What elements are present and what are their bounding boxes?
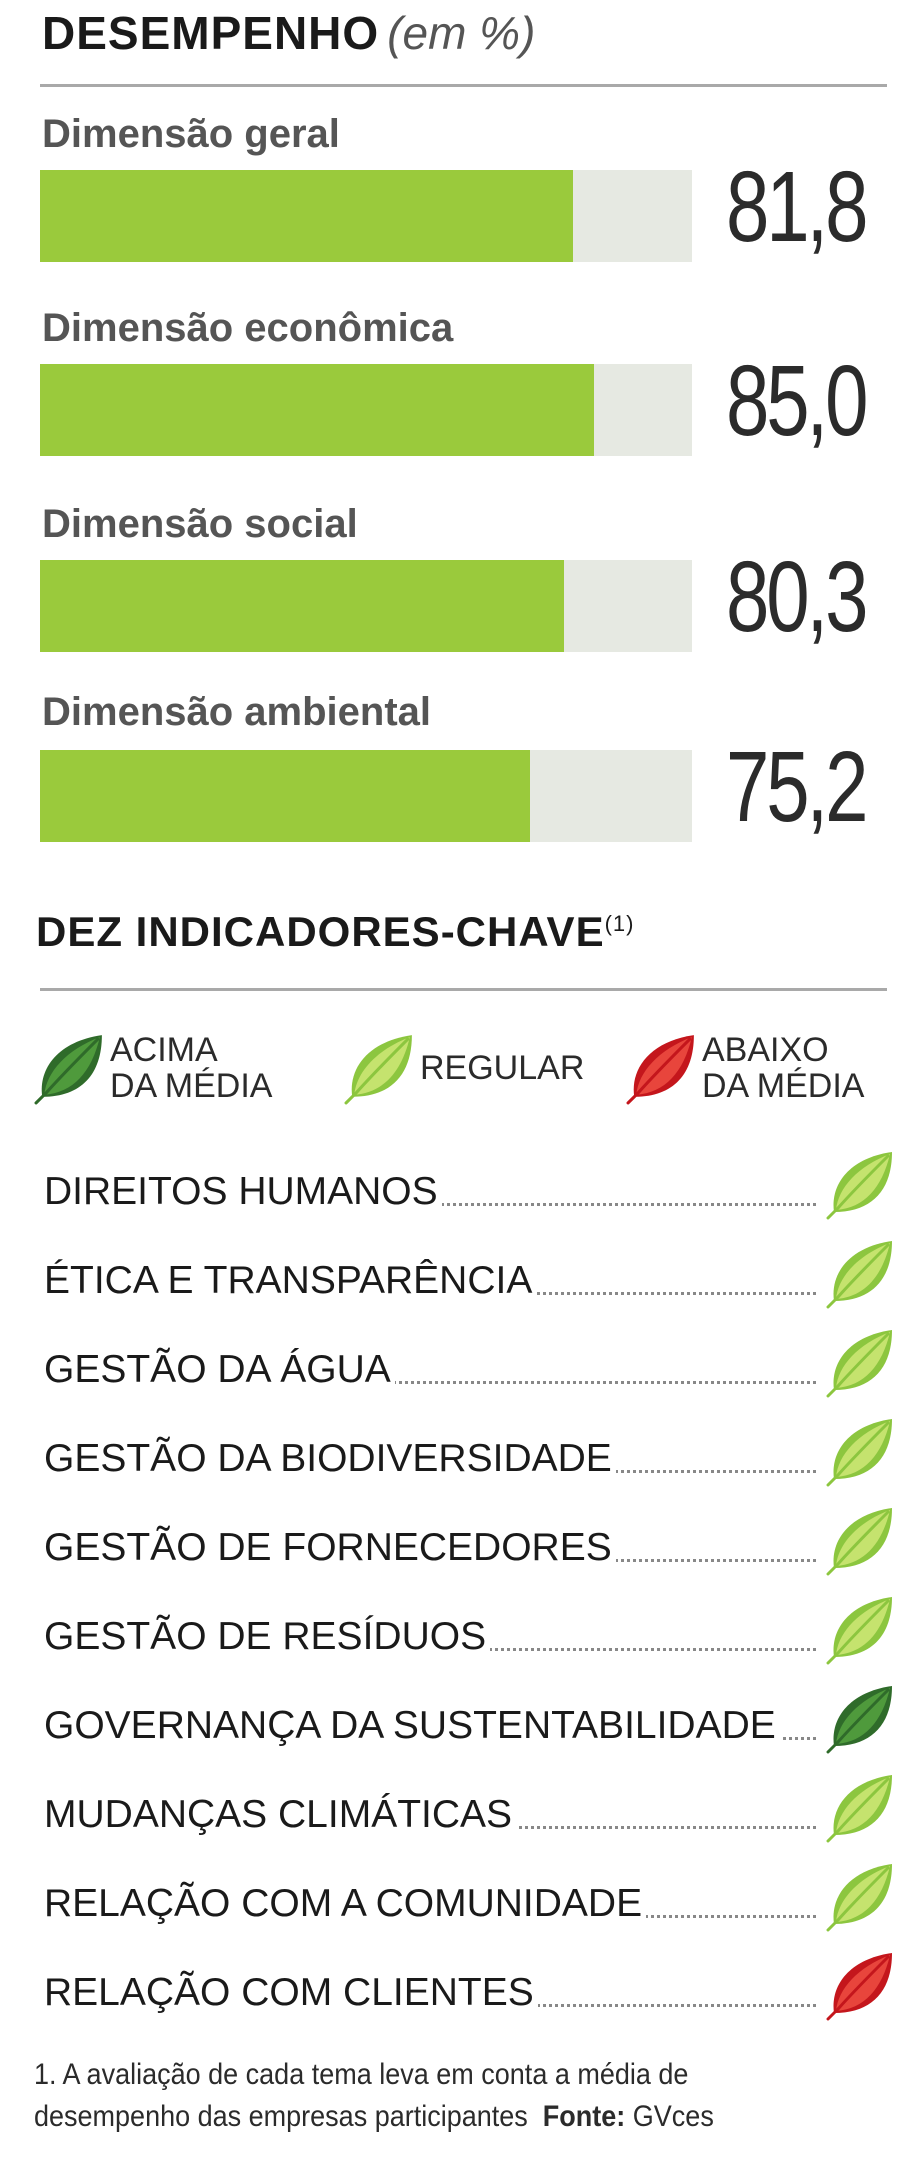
bar-label: Dimensão econômica: [42, 306, 454, 350]
bar-track: [40, 750, 692, 842]
dotted-leader: [44, 1381, 816, 1384]
indicator-row: GESTÃO DA BIODIVERSIDADE: [44, 1415, 896, 1495]
legend-label-line: ABAIXO: [702, 1031, 829, 1069]
bar-track: [40, 170, 692, 262]
indicator-row: ÉTICA E TRANSPARÊNCIA: [44, 1237, 896, 1317]
bar-label: Dimensão ambiental: [42, 690, 432, 734]
indicator-row: MUDANÇAS CLIMÁTICAS: [44, 1771, 896, 1851]
indicator-label: RELAÇÃO COM CLIENTES: [44, 1971, 538, 2015]
indicator-row: GOVERNANÇA DA SUSTENTABILIDADE: [44, 1682, 896, 1762]
indicator-label: GESTÃO DA BIODIVERSIDADE: [44, 1437, 616, 1481]
indicator-label: GESTÃO DE FORNECEDORES: [44, 1526, 616, 1570]
light-green-leaf-icon: [826, 1508, 892, 1576]
light-green-leaf-icon: [826, 1597, 892, 1665]
source-name: GVces: [632, 2100, 714, 2133]
bar-label: Dimensão social: [42, 502, 358, 546]
indicators-divider: [40, 988, 887, 991]
chart-subtitle: (em %): [387, 7, 536, 59]
indicator-label: GESTÃO DA ÁGUA: [44, 1348, 395, 1392]
indicator-label: GESTÃO DE RESÍDUOS: [44, 1615, 491, 1659]
light-green-leaf-icon: [826, 1330, 892, 1398]
indicators-title: DEZ INDICADORES-CHAVE(1): [36, 908, 634, 956]
bar-track: [40, 364, 692, 456]
legend-item-acima: ACIMA DA MÉDIA: [34, 1030, 272, 1106]
bar: [40, 750, 531, 842]
indicator-label: ÉTICA E TRANSPARÊNCIA: [44, 1259, 537, 1303]
indicator-row: RELAÇÃO COM CLIENTES: [44, 1949, 896, 2029]
indicator-row: DIREITOS HUMANOS: [44, 1148, 896, 1228]
red-leaf-icon: [626, 1035, 694, 1105]
bar: [40, 170, 574, 262]
legend-label: REGULAR: [420, 1050, 584, 1086]
red-leaf-icon: [826, 1953, 892, 2021]
indicator-label: GOVERNANÇA DA SUSTENTABILIDADE: [44, 1704, 780, 1748]
chart-title-text: DESEMPENHO: [42, 7, 380, 59]
legend-label: ABAIXO DA MÉDIA: [702, 1032, 864, 1104]
indicator-label: DIREITOS HUMANOS: [44, 1170, 442, 1214]
light-green-leaf-icon: [826, 1419, 892, 1487]
chart-title: DESEMPENHO (em %): [42, 6, 535, 60]
legend-item-abaixo: ABAIXO DA MÉDIA: [626, 1030, 864, 1106]
bar: [40, 560, 564, 652]
indicator-row: GESTÃO DE FORNECEDORES: [44, 1504, 896, 1584]
light-green-leaf-icon: [826, 1864, 892, 1932]
title-divider: [40, 84, 887, 87]
indicator-row: GESTÃO DA ÁGUA: [44, 1326, 896, 1406]
indicator-row: RELAÇÃO COM A COMUNIDADE: [44, 1860, 896, 1940]
indicators-title-text: DEZ INDICADORES-CHAVE: [36, 908, 605, 955]
light-green-leaf-icon: [826, 1241, 892, 1309]
footnote: 1. A avaliação de cada tema leva em cont…: [34, 2054, 714, 2138]
legend-item-regular: REGULAR: [344, 1030, 584, 1106]
legend-label-line: DA MÉDIA: [702, 1067, 865, 1105]
indicator-label: MUDANÇAS CLIMÁTICAS: [44, 1793, 517, 1837]
dark-green-leaf-icon: [34, 1035, 102, 1105]
source-label: Fonte:: [542, 2100, 626, 2133]
bar-value-label: 85,0: [726, 345, 868, 457]
legend-label: ACIMA DA MÉDIA: [110, 1032, 272, 1104]
bar: [40, 364, 595, 456]
bar-value-label: 81,8: [726, 151, 868, 263]
bar-label: Dimensão geral: [42, 112, 340, 156]
legend-label-line: ACIMA: [110, 1031, 218, 1069]
indicator-label: RELAÇÃO COM A COMUNIDADE: [44, 1882, 647, 1926]
light-green-leaf-icon: [344, 1035, 412, 1105]
footnote-line-2: desempenho das empresas participantes Fo…: [34, 2096, 714, 2138]
bar-track: [40, 560, 692, 652]
dark-green-leaf-icon: [826, 1686, 892, 1754]
bar-value-label: 75,2: [726, 731, 868, 843]
light-green-leaf-icon: [826, 1775, 892, 1843]
legend-label-line: DA MÉDIA: [110, 1067, 273, 1105]
footnote-text: desempenho das empresas participantes: [34, 2100, 528, 2133]
indicator-row: GESTÃO DE RESÍDUOS: [44, 1593, 896, 1673]
light-green-leaf-icon: [826, 1152, 892, 1220]
bar-value-label: 80,3: [726, 541, 868, 653]
footnote-line-1: 1. A avaliação de cada tema leva em cont…: [34, 2058, 689, 2091]
legend-label-line: REGULAR: [420, 1049, 585, 1087]
indicators-note-ref: (1): [604, 911, 635, 936]
